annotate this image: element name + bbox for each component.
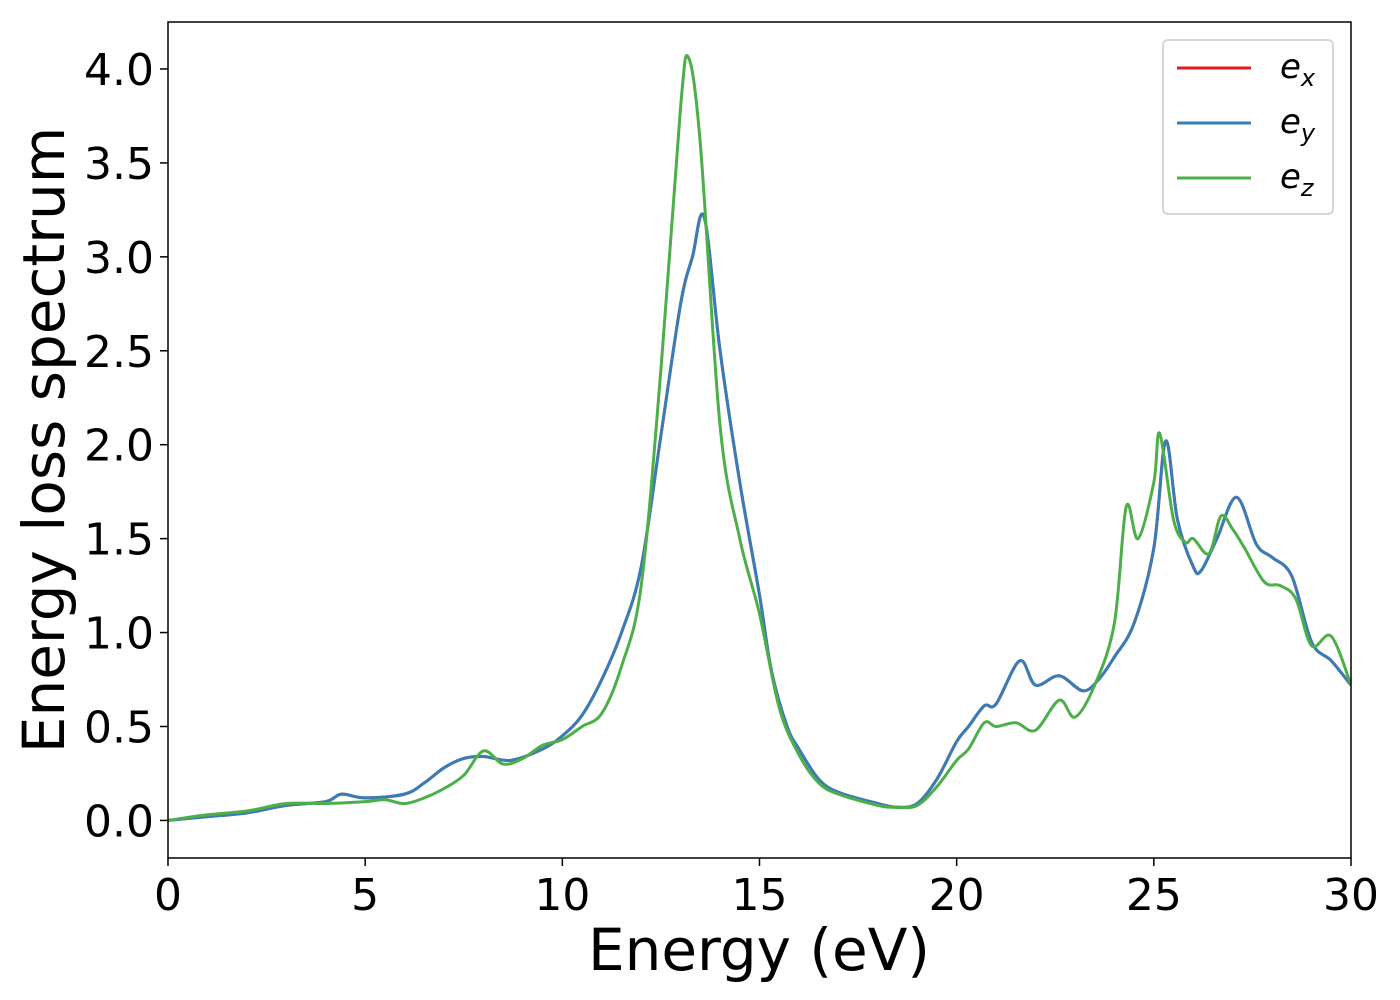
y-axis: 0.0 0.5 1.0 1.5 2.0 2.5 3.0 3.5 4.0 bbox=[84, 45, 168, 847]
y-tick-label: 0.5 bbox=[84, 702, 154, 753]
x-axis: 0 5 10 15 20 25 30 bbox=[154, 858, 1379, 921]
x-tick-label: 10 bbox=[534, 870, 590, 921]
y-tick-label: 1.5 bbox=[84, 515, 154, 566]
y-tick-label: 2.0 bbox=[84, 421, 154, 472]
series-layer bbox=[168, 53, 1351, 822]
series-line-ez bbox=[168, 53, 1351, 822]
y-tick-label: 1.0 bbox=[84, 609, 154, 660]
x-tick-label: 5 bbox=[351, 870, 379, 921]
x-tick-label: 15 bbox=[732, 870, 788, 921]
y-tick-label: 3.0 bbox=[84, 233, 154, 284]
legend-box bbox=[1162, 39, 1334, 215]
x-tick-label: 0 bbox=[154, 870, 182, 921]
y-tick-label: 4.0 bbox=[84, 45, 154, 96]
legend: ex ey ez bbox=[1162, 39, 1334, 215]
x-tick-label: 20 bbox=[929, 870, 985, 921]
y-tick-label: 0.0 bbox=[84, 796, 154, 847]
legend-label-ex: ex bbox=[1280, 47, 1316, 92]
legend-label-ez: ez bbox=[1280, 157, 1315, 202]
y-axis-label: Energy loss spectrum bbox=[10, 127, 78, 753]
y-tick-label: 3.5 bbox=[84, 139, 154, 190]
x-tick-label: 25 bbox=[1126, 870, 1182, 921]
series-line-ey bbox=[168, 212, 1351, 822]
legend-label-ey: ey bbox=[1280, 102, 1316, 147]
x-axis-label: Energy (eV) bbox=[588, 916, 930, 984]
y-tick-label: 2.5 bbox=[84, 327, 154, 378]
x-tick-label: 30 bbox=[1323, 870, 1379, 921]
